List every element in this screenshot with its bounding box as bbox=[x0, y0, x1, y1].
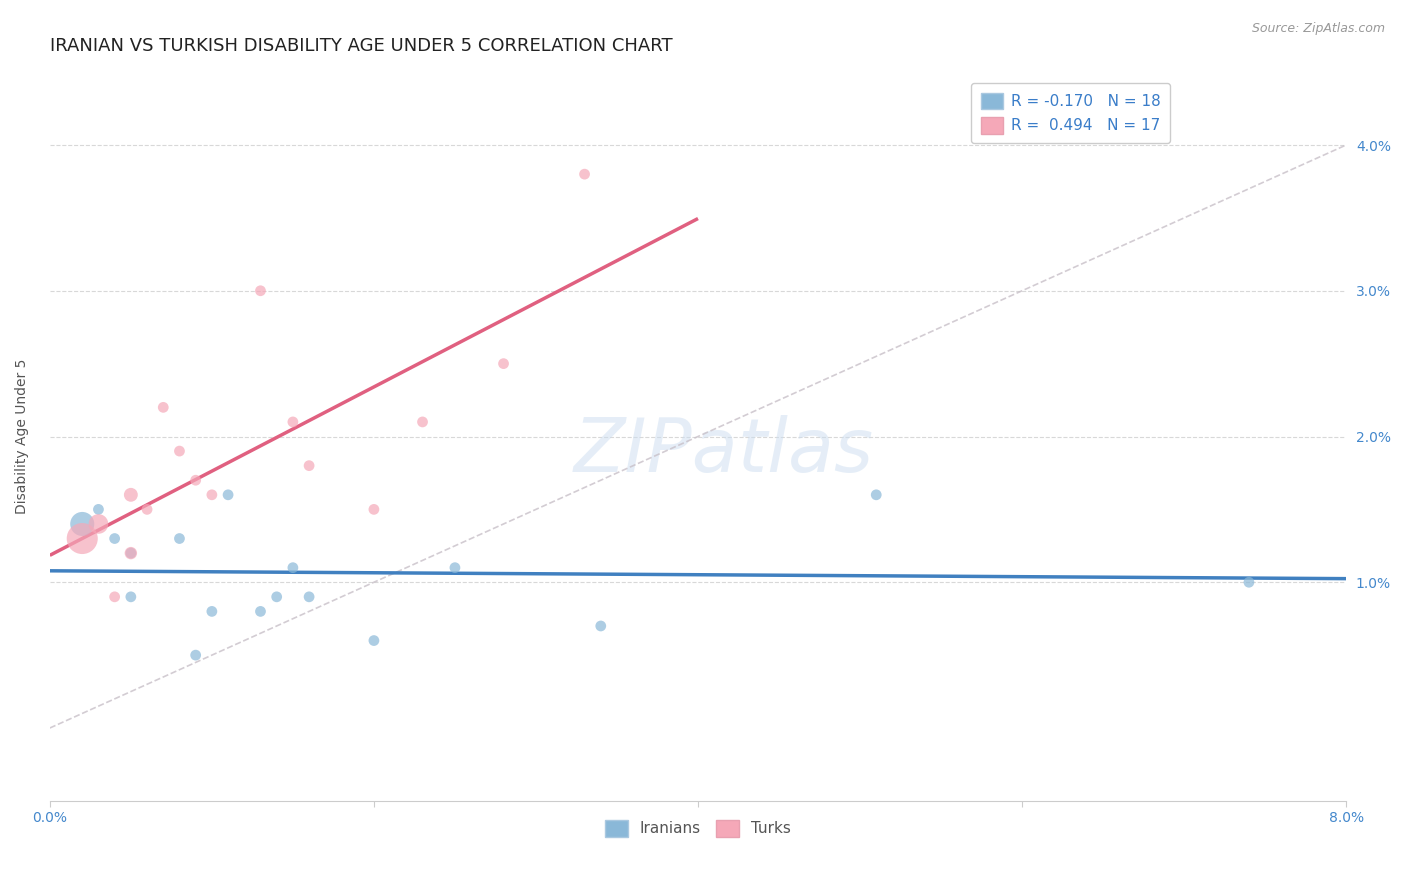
Point bbox=[217, 488, 239, 502]
Point bbox=[201, 488, 224, 502]
Point bbox=[281, 415, 304, 429]
Point bbox=[589, 619, 612, 633]
Point bbox=[281, 560, 304, 574]
Point bbox=[104, 590, 127, 604]
Point bbox=[169, 444, 191, 458]
Point bbox=[184, 648, 207, 662]
Point bbox=[70, 532, 93, 546]
Point bbox=[70, 516, 93, 531]
Text: ZIPatlas: ZIPatlas bbox=[574, 415, 875, 487]
Point bbox=[120, 590, 142, 604]
Point bbox=[249, 284, 271, 298]
Point bbox=[492, 357, 515, 371]
Point bbox=[412, 415, 434, 429]
Y-axis label: Disability Age Under 5: Disability Age Under 5 bbox=[15, 359, 30, 514]
Text: Source: ZipAtlas.com: Source: ZipAtlas.com bbox=[1251, 22, 1385, 36]
Point bbox=[363, 633, 385, 648]
Point bbox=[444, 560, 467, 574]
Legend: Iranians, Turks: Iranians, Turks bbox=[598, 813, 799, 844]
Point bbox=[87, 502, 110, 516]
Point bbox=[87, 516, 110, 531]
Point bbox=[120, 546, 142, 560]
Point bbox=[120, 546, 142, 560]
Point bbox=[201, 604, 224, 618]
Point bbox=[298, 458, 321, 473]
Point bbox=[249, 604, 271, 618]
Point bbox=[865, 488, 887, 502]
Point bbox=[574, 167, 596, 181]
Point bbox=[363, 502, 385, 516]
Point bbox=[298, 590, 321, 604]
Text: IRANIAN VS TURKISH DISABILITY AGE UNDER 5 CORRELATION CHART: IRANIAN VS TURKISH DISABILITY AGE UNDER … bbox=[49, 37, 672, 55]
Point bbox=[136, 502, 159, 516]
Point bbox=[184, 473, 207, 487]
Point bbox=[169, 532, 191, 546]
Point bbox=[1237, 575, 1260, 590]
Point bbox=[120, 488, 142, 502]
Point bbox=[104, 532, 127, 546]
Point bbox=[152, 401, 174, 415]
Point bbox=[266, 590, 288, 604]
